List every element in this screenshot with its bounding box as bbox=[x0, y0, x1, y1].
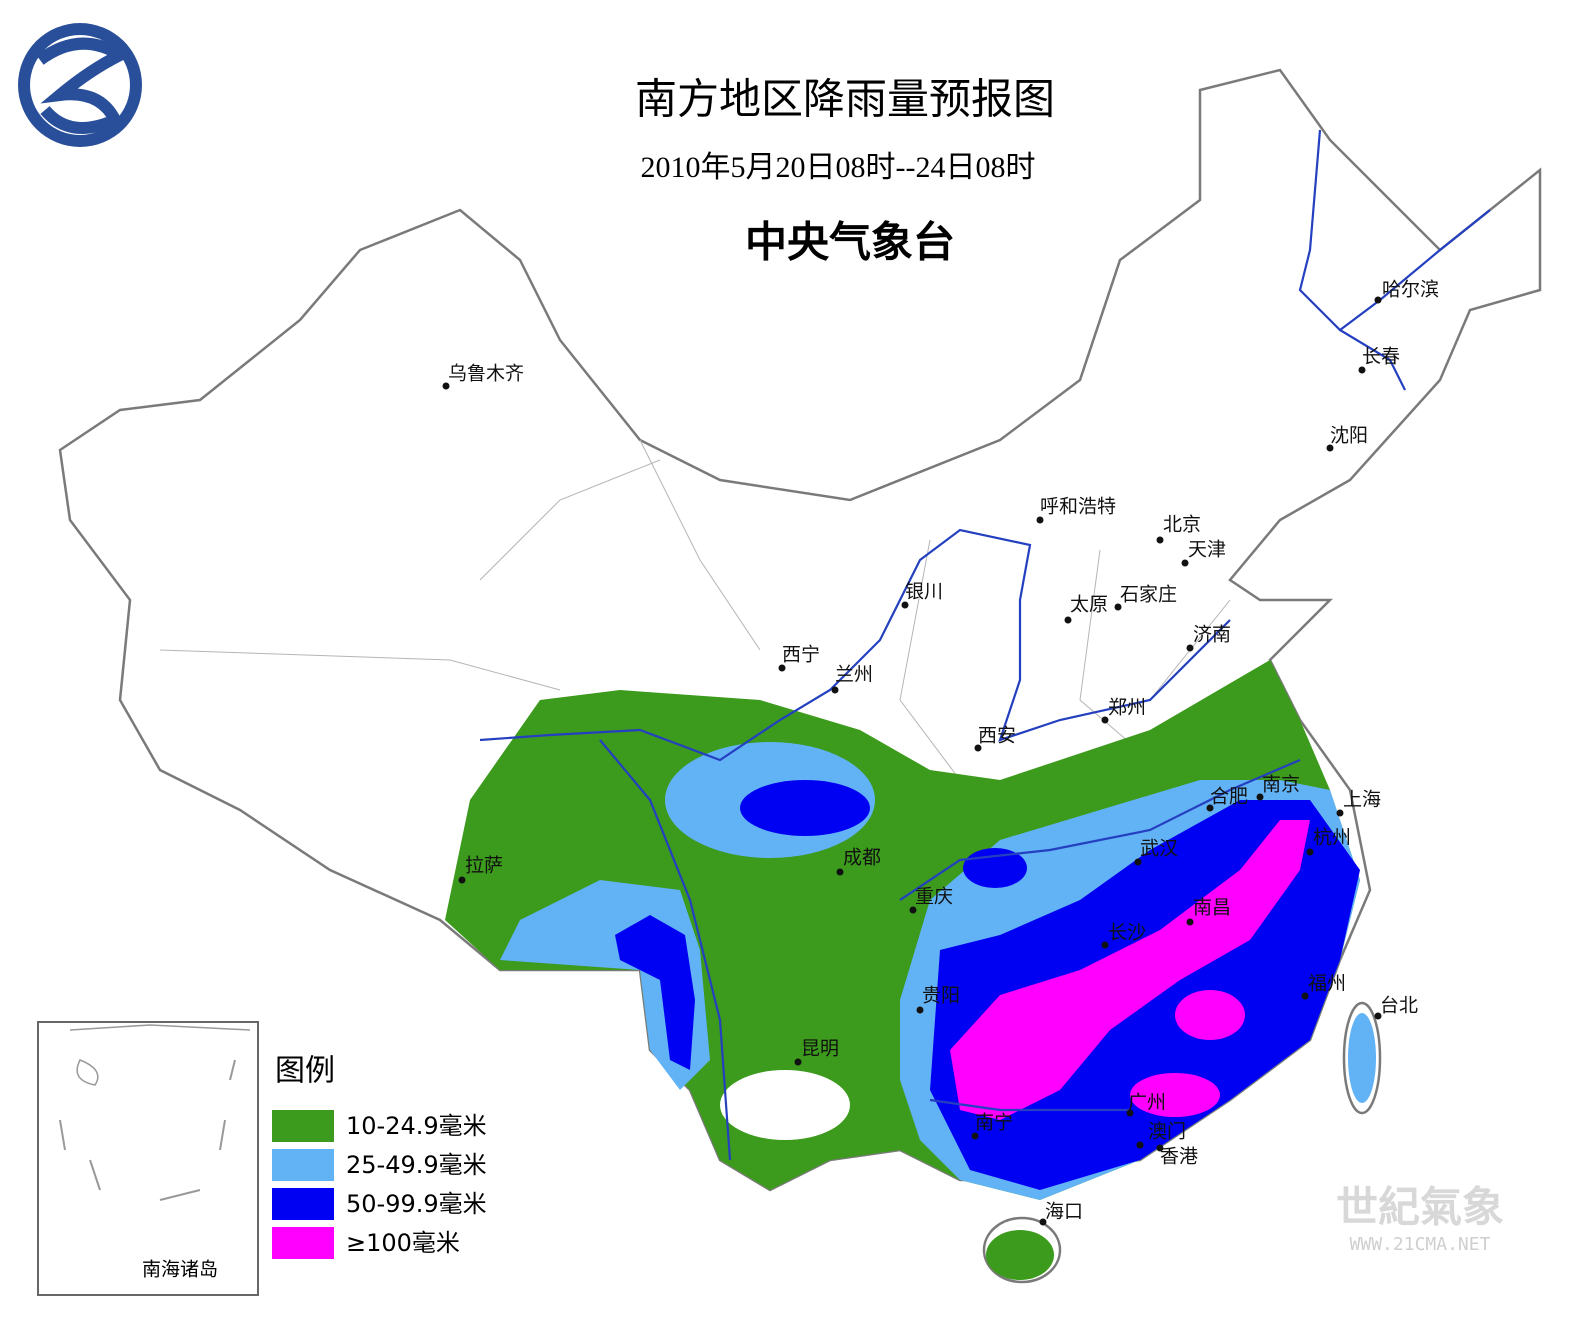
city-dot bbox=[901, 601, 909, 609]
city-label: 重庆 bbox=[915, 886, 953, 908]
rain-zone bbox=[615, 915, 695, 1070]
city-dot bbox=[1186, 644, 1194, 652]
city-label: 西安 bbox=[978, 725, 1016, 747]
rain-zone bbox=[1130, 1073, 1220, 1117]
city-label: 拉萨 bbox=[465, 855, 503, 877]
city-dot bbox=[1301, 992, 1309, 1000]
city-label: 台北 bbox=[1380, 995, 1418, 1017]
city-dot bbox=[1358, 366, 1366, 374]
river bbox=[479, 129, 1491, 1161]
logo bbox=[18, 23, 142, 147]
legend: 图例 10-24.9毫米 25-49.9毫米 50-99.9毫米 ≥100毫米 bbox=[272, 1054, 487, 1259]
rain-zone bbox=[1175, 990, 1245, 1040]
city-label: 福州 bbox=[1308, 973, 1346, 995]
city-dot bbox=[1101, 941, 1109, 949]
city-dot bbox=[1136, 1141, 1144, 1149]
city-label: 广州 bbox=[1128, 1092, 1166, 1114]
rain-zone bbox=[986, 1230, 1054, 1280]
city-label: 合肥 bbox=[1210, 786, 1248, 808]
city-dot bbox=[1126, 1109, 1134, 1117]
city-label: 西宁 bbox=[782, 644, 820, 666]
city-label: 兰州 bbox=[835, 664, 873, 686]
city-dot bbox=[836, 868, 844, 876]
city-dot bbox=[1206, 804, 1214, 812]
city-dot bbox=[1374, 1012, 1382, 1020]
agency: 中央气象台 bbox=[745, 218, 955, 267]
city-label: 香港 bbox=[1160, 1146, 1198, 1168]
watermark-url: WWW.21CMA.NET bbox=[1350, 1234, 1491, 1255]
city-label: 呼和浩特 bbox=[1040, 496, 1116, 518]
rain-zones bbox=[445, 660, 1376, 1280]
city-label: 北京 bbox=[1163, 514, 1201, 536]
city-dot bbox=[1326, 444, 1334, 452]
city-label: 哈尔滨 bbox=[1382, 279, 1439, 301]
city-dot bbox=[1186, 918, 1194, 926]
dry-area bbox=[720, 1070, 850, 1140]
city-label: 济南 bbox=[1193, 624, 1231, 646]
legend-swatch bbox=[272, 1110, 334, 1142]
legend-label: 25-49.9毫米 bbox=[346, 1151, 487, 1179]
city-dot bbox=[1256, 793, 1264, 801]
city-dot bbox=[831, 686, 839, 694]
city-dot bbox=[916, 1006, 924, 1014]
legend-swatch bbox=[272, 1227, 334, 1259]
city-label: 成都 bbox=[843, 847, 881, 869]
city-dot bbox=[1036, 516, 1044, 524]
legend-title: 图例 bbox=[275, 1054, 335, 1089]
legend-label: ≥100毫米 bbox=[346, 1229, 460, 1257]
city-dot bbox=[1114, 603, 1122, 611]
city-label: 石家庄 bbox=[1120, 584, 1177, 606]
watermark: 世紀氣象 bbox=[1336, 1183, 1504, 1232]
city-dot bbox=[1336, 809, 1344, 817]
city-label: 澳门 bbox=[1148, 1121, 1186, 1143]
city-label: 南宁 bbox=[975, 1112, 1013, 1134]
city-label: 银川 bbox=[905, 581, 943, 603]
city-dot bbox=[794, 1058, 802, 1066]
legend-label: 50-99.9毫米 bbox=[346, 1190, 487, 1218]
city-label: 沈阳 bbox=[1330, 425, 1368, 447]
city-label: 太原 bbox=[1070, 594, 1108, 616]
city-dot bbox=[909, 906, 917, 914]
city-label: 海口 bbox=[1045, 1201, 1083, 1223]
city-dot bbox=[974, 744, 982, 752]
legend-swatch bbox=[272, 1149, 334, 1181]
city-dot bbox=[1306, 848, 1314, 856]
rain-zone bbox=[950, 820, 1310, 1120]
city-dot bbox=[442, 382, 450, 390]
city-label: 昆明 bbox=[801, 1038, 839, 1060]
city-dot bbox=[458, 876, 466, 884]
city-dot bbox=[1181, 559, 1189, 567]
city-label: 长春 bbox=[1362, 346, 1400, 368]
city-label: 长沙 bbox=[1108, 922, 1146, 944]
city-dot bbox=[1374, 296, 1382, 304]
legend-swatch bbox=[272, 1188, 334, 1220]
city-dot bbox=[1156, 1144, 1164, 1152]
city-label: 乌鲁木齐 bbox=[448, 363, 524, 385]
city-label: 武汉 bbox=[1140, 838, 1178, 860]
city-label: 杭州 bbox=[1313, 827, 1351, 849]
city-dot bbox=[1039, 1218, 1047, 1226]
inset: 南海诸岛 bbox=[37, 1021, 259, 1296]
rain-zone bbox=[740, 780, 870, 836]
city-dot bbox=[1064, 616, 1072, 624]
legend-label: 10-24.9毫米 bbox=[346, 1112, 487, 1140]
city-label: 贵阳 bbox=[922, 985, 960, 1007]
city-dot bbox=[1101, 716, 1109, 724]
map-title: 南方地区降雨量预报图 bbox=[635, 75, 1055, 124]
city-dot bbox=[778, 664, 786, 672]
city-dot bbox=[1134, 858, 1142, 866]
city-label: 天津 bbox=[1188, 539, 1226, 561]
city-dot bbox=[1156, 536, 1164, 544]
map-subtitle: 2010年5月20日08时--24日08时 bbox=[641, 151, 1036, 184]
city-label: 南京 bbox=[1262, 774, 1300, 796]
city-dot bbox=[971, 1132, 979, 1140]
city-label: 郑州 bbox=[1108, 697, 1146, 719]
rain-zone bbox=[1348, 1013, 1376, 1103]
city-label: 上海 bbox=[1343, 789, 1381, 811]
inset-label: 南海诸岛 bbox=[142, 1259, 218, 1281]
city-label: 南昌 bbox=[1193, 897, 1231, 919]
